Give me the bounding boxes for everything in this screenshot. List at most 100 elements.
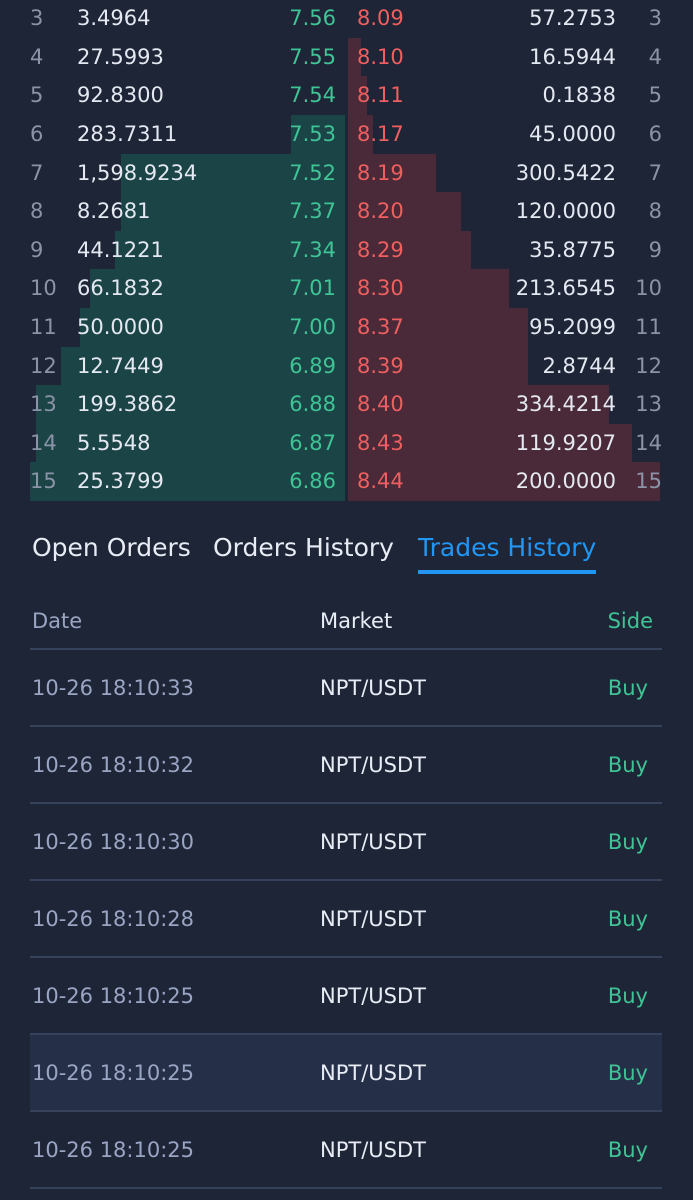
- bid-price: 7.34: [289, 237, 336, 262]
- trade-market: NPT/USDT: [320, 984, 426, 1008]
- ask-amount: 213.6545: [515, 276, 616, 301]
- trade-market: NPT/USDT: [320, 1061, 426, 1085]
- trades-history-table: Date Market Side 10-26 18:10:33 NPT/USDT B…: [30, 598, 662, 1189]
- table-row[interactable]: 10-26 18:10:30 NPT/USDT Buy: [30, 804, 662, 881]
- ask-price: 8.29: [357, 237, 404, 262]
- trade-side: Buy: [607, 676, 648, 700]
- ask-depth-bar: [348, 192, 461, 231]
- order-book-row[interactable]: 5 92.8300 7.54 8.11 0.1838 5: [0, 76, 693, 115]
- ask-depth-bar: [348, 153, 436, 193]
- bid-amount: 92.8300: [77, 83, 164, 108]
- table-row[interactable]: 10-26 18:10:28 NPT/USDT Buy: [30, 881, 662, 958]
- ask-depth-bar: [348, 308, 528, 347]
- bid-price: 7.52: [289, 160, 336, 185]
- ask-price: 8.44: [357, 469, 404, 494]
- bid-amount: 50.0000: [77, 315, 164, 339]
- table-row[interactable]: 10-26 18:10:32 NPT/USDT Buy: [30, 727, 662, 804]
- trade-date: 10-26 18:10:28: [32, 907, 195, 931]
- ask-index: 10: [635, 276, 662, 301]
- bid-index: 11: [30, 315, 57, 339]
- bid-price: 6.87: [289, 430, 336, 455]
- table-row[interactable]: 10-26 18:10:33 NPT/USDT Buy: [30, 650, 662, 727]
- bid-price: 6.89: [289, 353, 336, 378]
- ask-index: 9: [648, 237, 662, 262]
- ask-depth-bar: [348, 115, 373, 154]
- order-book-row[interactable]: 14 5.5548 6.87 8.43 119.9207 14: [0, 423, 693, 463]
- trade-date: 10-26 18:10:33: [32, 676, 195, 700]
- trade-market: NPT/USDT: [320, 907, 426, 931]
- trade-market: NPT/USDT: [320, 1138, 426, 1162]
- header-date: Date: [32, 609, 83, 633]
- ask-index: 15: [635, 469, 662, 494]
- order-book-row[interactable]: 10 66.1832 7.01 8.30 213.6545 10: [0, 269, 693, 308]
- order-book-row[interactable]: 12 12.7449 6.89 8.39 2.8744 12: [0, 346, 693, 386]
- table-row[interactable]: 10-26 18:10:25 NPT/USDT Buy: [30, 958, 662, 1035]
- order-book-row[interactable]: 15 25.3799 6.86 8.44 200.0000 15: [0, 462, 693, 501]
- trade-date: 10-26 18:10:30: [32, 830, 195, 854]
- table-row[interactable]: 10-26 18:10:25 NPT/USDT Buy: [30, 1112, 662, 1189]
- ask-index: 7: [648, 160, 662, 185]
- bid-amount: 66.1832: [77, 276, 164, 301]
- header-side: Side: [607, 609, 653, 633]
- ask-depth-bar: [348, 346, 528, 386]
- order-book-row[interactable]: 11 50.0000 7.00 8.37 95.2099 11: [0, 308, 693, 347]
- orders-tab-bar: Open Orders Orders History Trades Histor…: [0, 524, 693, 574]
- trade-side: Buy: [607, 830, 648, 854]
- ask-price: 8.09: [357, 6, 404, 31]
- bid-price: 7.56: [289, 6, 336, 31]
- ask-index: 11: [635, 315, 662, 339]
- order-book-row[interactable]: 3 3.4964 7.56 8.09 57.2753 3: [0, 0, 693, 38]
- order-book-row[interactable]: 13 199.3862 6.88 8.40 334.4214 13: [0, 385, 693, 424]
- ask-index: 8: [648, 199, 662, 224]
- tab-trades-history[interactable]: Trades History: [418, 524, 597, 574]
- ask-price: 8.17: [357, 122, 404, 146]
- bid-index: 15: [30, 469, 57, 494]
- trade-side: Buy: [607, 984, 648, 1008]
- bid-depth-bar: [291, 115, 345, 154]
- ask-depth-bar: [348, 76, 367, 115]
- bid-depth-bar: [115, 230, 345, 270]
- trade-market: NPT/USDT: [320, 753, 426, 777]
- ask-amount: 119.9207: [515, 430, 616, 455]
- trade-date: 10-26 18:10:32: [32, 753, 195, 777]
- bid-index: 4: [30, 44, 44, 69]
- bid-amount: 3.4964: [77, 6, 151, 31]
- bid-depth-bar: [30, 462, 345, 501]
- ask-price: 8.20: [357, 199, 404, 224]
- tab-open-orders[interactable]: Open Orders: [32, 533, 191, 562]
- bid-price: 7.37: [289, 199, 336, 224]
- trade-date: 10-26 18:10:25: [32, 1138, 195, 1162]
- bid-price: 6.88: [289, 392, 336, 417]
- bid-depth-bar: [121, 192, 345, 231]
- ask-amount: 0.1838: [542, 83, 616, 108]
- bid-depth-bar: [36, 385, 345, 424]
- bid-depth-bar: [61, 346, 345, 386]
- bid-price: 7.54: [289, 83, 336, 108]
- order-book-row[interactable]: 9 44.1221 7.34 8.29 35.8775 9: [0, 230, 693, 270]
- order-book-row[interactable]: 8 8.2681 7.37 8.20 120.0000 8: [0, 192, 693, 231]
- bid-index: 8: [30, 199, 44, 224]
- bid-index: 3: [30, 6, 44, 31]
- tab-orders-history[interactable]: Orders History: [213, 533, 394, 562]
- order-book-row[interactable]: 7 1,598.9234 7.52 8.19 300.5422 7: [0, 153, 693, 193]
- bid-amount: 1,598.9234: [77, 160, 198, 185]
- bid-price: 6.86: [289, 469, 336, 494]
- ask-amount: 120.0000: [515, 199, 616, 224]
- ask-price: 8.40: [357, 392, 404, 417]
- bid-index: 14: [30, 430, 57, 455]
- ask-index: 4: [648, 44, 662, 69]
- bid-amount: 27.5993: [77, 44, 164, 69]
- trade-side: Buy: [607, 1138, 648, 1162]
- trade-date: 10-26 18:10:25: [32, 984, 195, 1008]
- order-book-row[interactable]: 4 27.5993 7.55 8.10 16.5944 4: [0, 37, 693, 77]
- bid-index: 13: [30, 392, 57, 417]
- table-row[interactable]: 10-26 18:10:25 NPT/USDT Buy: [30, 1035, 662, 1112]
- bid-depth-bar: [80, 308, 345, 347]
- bid-depth-bar: [121, 153, 345, 193]
- ask-depth-bar: [348, 423, 632, 463]
- order-book-row[interactable]: 6 283.7311 7.53 8.17 45.0000 6: [0, 115, 693, 154]
- ask-price: 8.37: [357, 315, 404, 339]
- bid-amount: 5.5548: [77, 430, 151, 455]
- ask-index: 14: [635, 430, 662, 455]
- ask-depth-bar: [348, 37, 361, 77]
